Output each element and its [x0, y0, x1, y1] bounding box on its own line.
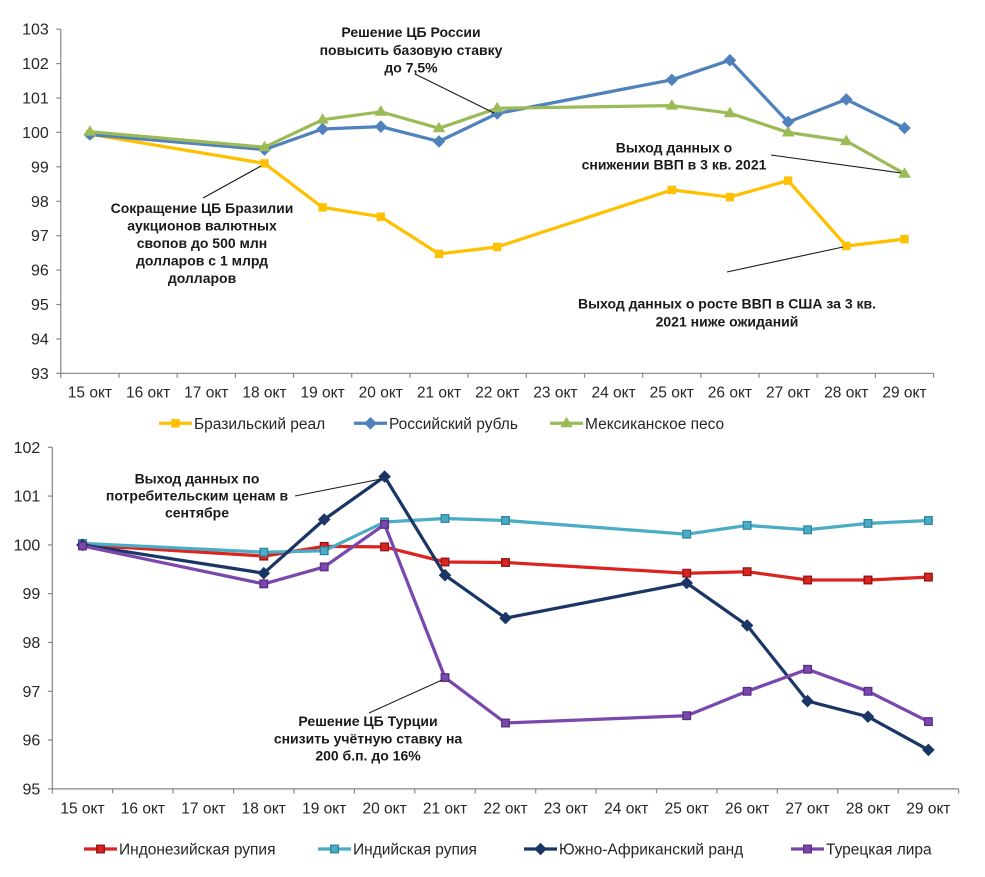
svg-text:27 окт: 27 окт	[766, 384, 810, 401]
svg-text:2021 ниже ожиданий: 2021 ниже ожиданий	[656, 314, 799, 330]
svg-text:94: 94	[31, 331, 49, 348]
svg-text:98: 98	[31, 194, 49, 211]
svg-text:сентябре: сентябре	[165, 505, 229, 521]
svg-text:19 окт: 19 окт	[302, 800, 346, 817]
svg-text:15 окт: 15 окт	[68, 384, 112, 401]
svg-text:Бразильский реал: Бразильский реал	[194, 416, 325, 433]
svg-text:18 окт: 18 окт	[242, 800, 286, 817]
svg-text:Южно-Африканский ранд: Южно-Африканский ранд	[559, 842, 743, 859]
svg-text:21 окт: 21 окт	[417, 384, 461, 401]
svg-text:Выход данных о росте ВВП в США: Выход данных о росте ВВП в США за 3 кв.	[578, 296, 876, 312]
svg-text:99: 99	[31, 159, 49, 176]
svg-text:98: 98	[23, 635, 41, 652]
svg-text:до 7,5%: до 7,5%	[384, 60, 438, 76]
svg-text:24 окт: 24 окт	[591, 384, 635, 401]
svg-text:101: 101	[22, 91, 49, 108]
svg-text:Решение ЦБ России: Решение ЦБ России	[341, 24, 480, 40]
svg-text:свопов до 500 млн: свопов до 500 млн	[137, 235, 268, 251]
svg-text:99: 99	[23, 586, 41, 603]
svg-text:Индонезийская рупия: Индонезийская рупия	[119, 842, 275, 859]
svg-text:17 окт: 17 окт	[181, 800, 225, 817]
svg-text:Сокращение ЦБ Бразилии: Сокращение ЦБ Бразилии	[111, 200, 294, 216]
svg-text:96: 96	[23, 733, 41, 750]
svg-text:29 окт: 29 окт	[906, 800, 950, 817]
svg-text:25 окт: 25 окт	[665, 800, 709, 817]
svg-text:96: 96	[31, 263, 49, 280]
svg-text:23 окт: 23 окт	[544, 800, 588, 817]
svg-text:Выход данных по: Выход данных по	[135, 471, 260, 487]
svg-text:Решение ЦБ Турции: Решение ЦБ Турции	[298, 713, 437, 729]
svg-text:17 окт: 17 окт	[184, 384, 228, 401]
svg-text:Выход данных о: Выход данных о	[616, 140, 732, 156]
svg-text:16 окт: 16 окт	[126, 384, 170, 401]
svg-text:22 окт: 22 окт	[475, 384, 519, 401]
svg-text:20 окт: 20 окт	[359, 384, 403, 401]
svg-text:101: 101	[14, 489, 41, 506]
svg-text:снизить учётную ставку на: снизить учётную ставку на	[274, 731, 463, 747]
svg-text:103: 103	[22, 22, 49, 39]
svg-text:20 окт: 20 окт	[362, 800, 406, 817]
svg-text:16 окт: 16 окт	[121, 800, 165, 817]
svg-text:долларов: долларов	[168, 270, 237, 286]
svg-text:15 окт: 15 окт	[60, 800, 104, 817]
svg-text:22 окт: 22 окт	[483, 800, 527, 817]
svg-text:Мексиканское песо: Мексиканское песо	[585, 416, 724, 433]
svg-text:долларов с 1 млрд: долларов с 1 млрд	[136, 253, 268, 269]
svg-text:25 окт: 25 окт	[650, 384, 694, 401]
svg-text:26 окт: 26 окт	[708, 384, 752, 401]
svg-text:21 окт: 21 окт	[423, 800, 467, 817]
svg-text:97: 97	[31, 228, 49, 245]
svg-text:27 окт: 27 окт	[785, 800, 829, 817]
svg-text:97: 97	[23, 684, 41, 701]
svg-text:200 б.п. до 16%: 200 б.п. до 16%	[315, 748, 421, 764]
svg-text:95: 95	[31, 297, 49, 314]
svg-text:19 окт: 19 окт	[300, 384, 344, 401]
svg-text:29 окт: 29 окт	[882, 384, 926, 401]
svg-text:18 окт: 18 окт	[242, 384, 286, 401]
svg-text:95: 95	[23, 781, 41, 798]
svg-text:100: 100	[14, 537, 41, 554]
svg-text:24 окт: 24 окт	[604, 800, 648, 817]
svg-text:Российский рубль: Российский рубль	[389, 416, 518, 433]
svg-text:потребительским ценам в: потребительским ценам в	[106, 488, 289, 504]
svg-text:28 окт: 28 окт	[846, 800, 890, 817]
svg-text:102: 102	[14, 440, 41, 457]
svg-text:23 окт: 23 окт	[533, 384, 577, 401]
svg-text:Индийская рупия: Индийская рупия	[353, 842, 477, 859]
svg-text:повысить базовую ставку: повысить базовую ставку	[320, 42, 503, 58]
svg-text:26 окт: 26 окт	[725, 800, 769, 817]
svg-text:Турецкая лира: Турецкая лира	[826, 842, 932, 859]
svg-text:28 окт: 28 окт	[824, 384, 868, 401]
svg-text:100: 100	[22, 125, 49, 142]
svg-text:102: 102	[22, 56, 49, 73]
svg-text:аукционов валютных: аукционов валютных	[127, 218, 277, 234]
svg-text:снижении ВВП в 3 кв. 2021: снижении ВВП в 3 кв. 2021	[582, 157, 767, 173]
svg-text:93: 93	[31, 366, 49, 383]
